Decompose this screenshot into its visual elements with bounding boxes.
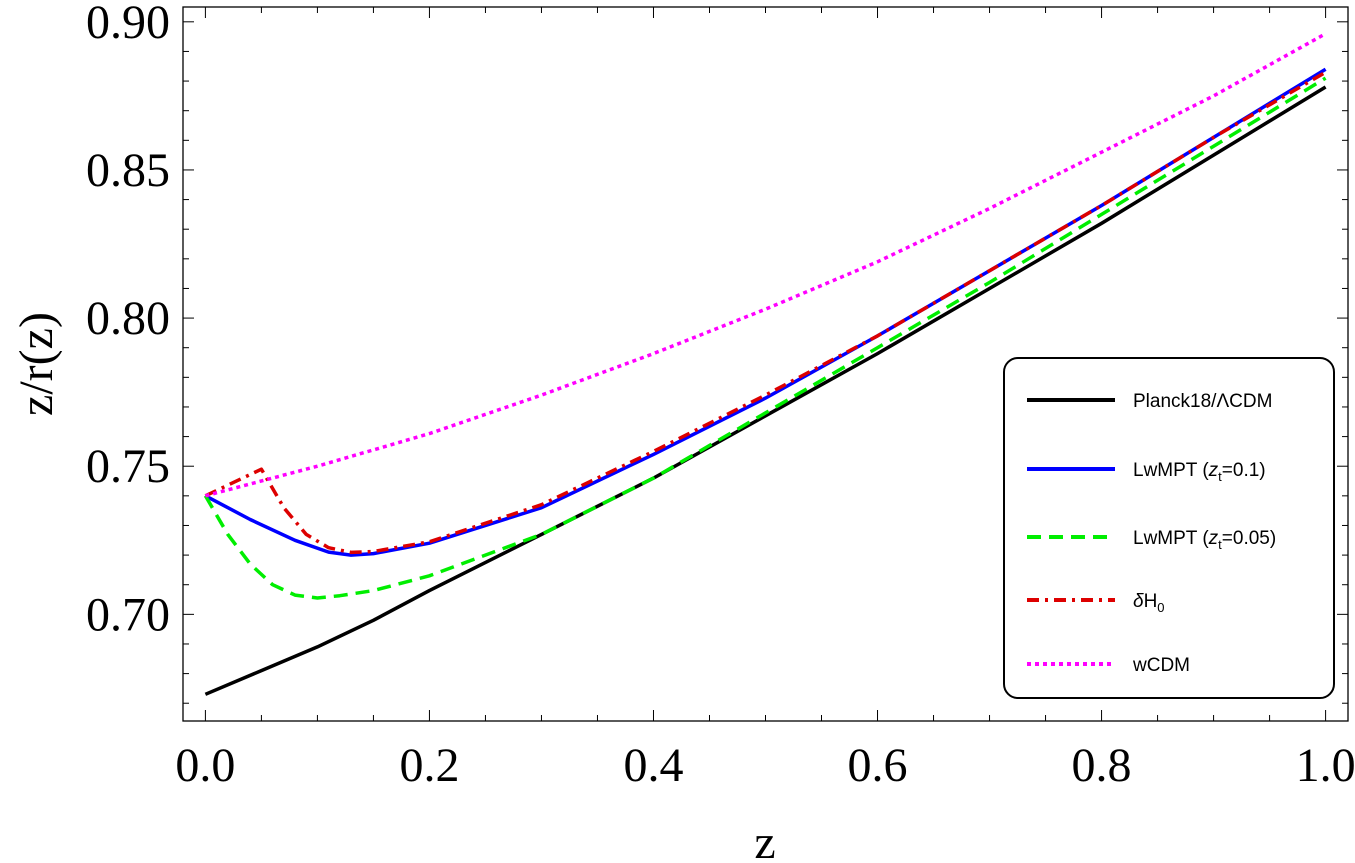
legend-label: wCDM [1132, 655, 1190, 676]
legend-label: LwMPT (zt=0.05) [1133, 528, 1276, 552]
ticks [183, 7, 1348, 721]
x-tick-label: 0.0 [175, 739, 235, 792]
x-tick-label: 0.2 [399, 739, 459, 792]
x-axis-title: z [754, 816, 775, 863]
y-axis-title: z/r(z) [10, 312, 63, 416]
x-tick-label: 0.8 [1072, 739, 1132, 792]
y-tick-label: 0.85 [86, 144, 170, 197]
legend-label: LwMPT (zt=0.1) [1133, 460, 1266, 484]
series-line [204, 70, 1327, 555]
legend: Planck18/ΛCDM LwMPT (zt=0.1) LwMPT (zt=0.0… [1003, 357, 1335, 699]
series-line [203, 76, 1327, 600]
x-tick-labels: 0.0 0.2 0.4 0.6 0.8 1.0 [175, 739, 1355, 792]
legend-label: δH0 [1133, 591, 1165, 615]
y-tick-label: 0.90 [86, 0, 170, 49]
y-tick-labels: 0.70 0.75 0.80 0.85 0.90 [86, 0, 170, 641]
x-tick-label: 0.6 [848, 739, 908, 792]
series-lines [203, 32, 1327, 696]
y-tick-label: 0.70 [86, 588, 170, 641]
x-tick-label: 0.4 [623, 739, 683, 792]
series-line [204, 32, 1327, 498]
y-tick-label: 0.80 [86, 292, 170, 345]
y-tick-label: 0.75 [86, 440, 170, 493]
legend-box [1003, 357, 1335, 699]
legend-label: Planck18/ΛCDM [1133, 391, 1272, 412]
x-tick-label: 1.0 [1296, 739, 1355, 792]
